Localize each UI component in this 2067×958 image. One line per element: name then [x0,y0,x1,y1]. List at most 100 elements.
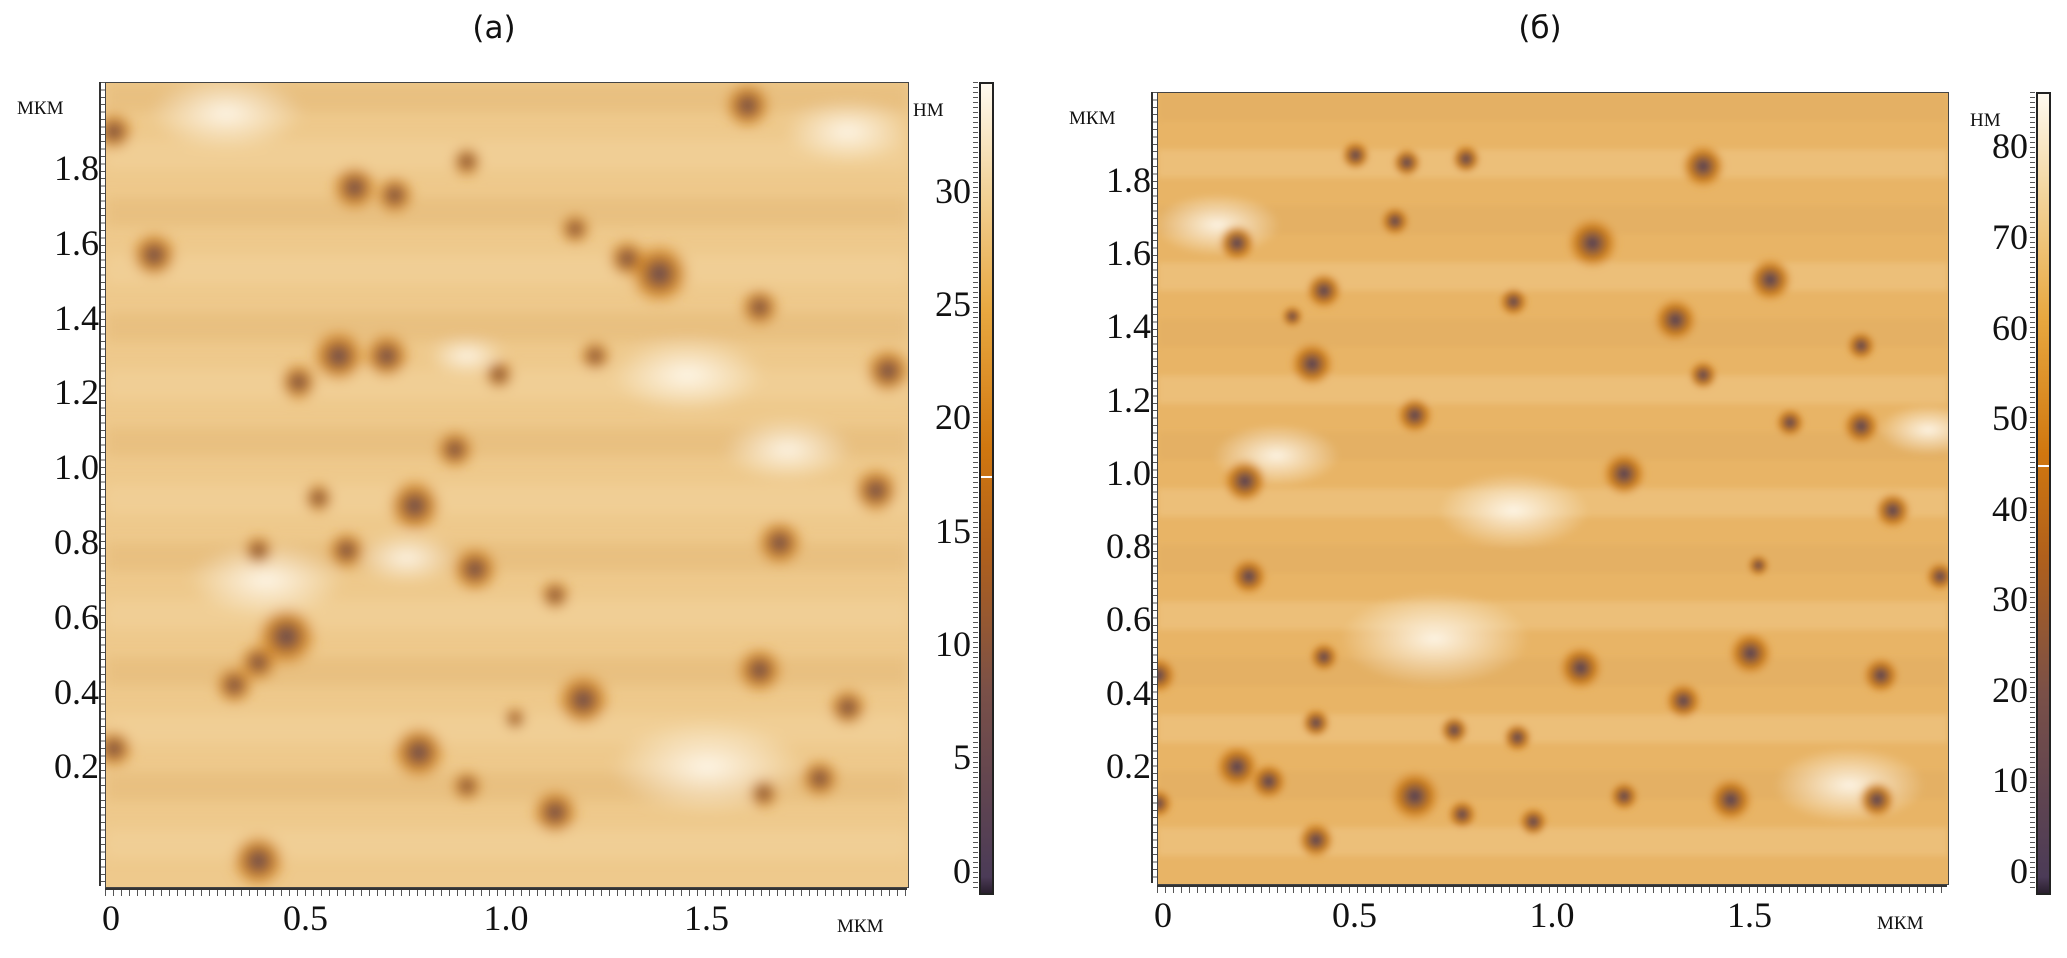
surface-pit [130,230,179,280]
x-axis [1157,885,1947,893]
surface-pit [238,642,279,683]
surface-pit [450,145,483,178]
x-axis [105,888,907,896]
surface-pit [1229,556,1269,597]
colorbar-tick-label: 70 [1992,216,2028,257]
surface-pit [531,788,580,837]
height-peak [355,532,459,584]
height-peak [189,541,344,619]
surface-pit [362,331,411,381]
surface-pit [723,83,772,130]
surface-pit [1446,798,1478,831]
surface-pit [1651,296,1700,344]
colorbar-tick-label: 60 [1992,307,2028,348]
surface-pit [482,358,516,391]
surface-pit [326,530,367,571]
surface-pit [1158,787,1174,820]
surface-pit [1288,340,1336,388]
y-tick-label: 1.6 [1106,233,1151,274]
panel-title: (б) [1518,10,1562,46]
x-tick-label: 0 [102,898,120,938]
colorbar-tick-label: 10 [1992,760,2028,801]
scan-band [1158,375,1948,404]
surface-pit [1213,743,1261,791]
y-tick-label: 0.6 [54,596,99,637]
height-peak [1339,591,1530,687]
colorbar-tick-label: 30 [1992,579,2028,620]
surface-pit [1663,681,1704,721]
y-tick-label: 0.4 [54,671,99,712]
surface-pit [1841,406,1881,446]
surface-pit [1517,805,1550,838]
topography-map [105,82,909,888]
surface-pit [1387,768,1443,824]
height-peak [610,336,765,414]
surface-pit [302,482,335,515]
surface-pit [1774,406,1806,439]
surface-pit [1679,142,1727,190]
surface-pit [1872,490,1913,531]
colorbar-tick-label: 5 [953,737,971,778]
height-peak [1877,404,1948,456]
y-axis-unit: мкм [1069,100,1116,130]
scan-band [106,255,908,284]
x-tick-label: 1.5 [1727,895,1772,935]
surface-pit [1438,714,1471,746]
scan-band [1158,206,1948,235]
surface-pit [1687,359,1719,391]
surface-pit [230,832,287,887]
surface-pit [1746,256,1794,304]
surface-pit [1296,820,1336,860]
scan-band [1158,545,1948,574]
scan-band [106,829,908,859]
scan-band [106,312,908,342]
surface-pit [106,728,135,769]
scan-band [1158,149,1948,178]
height-peak [1773,747,1926,824]
height-peak [723,417,852,482]
y-tick-label: 1.0 [54,447,99,488]
height-peak [149,83,304,152]
colorbar [2036,92,2051,895]
surface-pit [739,287,780,328]
colorbar-tick-label: 0 [953,850,971,891]
y-tick-label: 0.8 [1106,526,1151,567]
surface-pit [1221,457,1269,505]
scan-band [1158,601,1948,630]
surface-pit [390,724,447,781]
scan-band [1158,319,1948,348]
y-tick-label: 1.4 [54,297,99,338]
y-tick-label: 1.8 [1106,159,1151,200]
colorbar-tick-label: 20 [1992,669,2028,710]
surface-pit [555,671,612,729]
surface-pit [1391,146,1423,179]
surface-pit [330,163,379,212]
surface-pit [450,545,499,594]
colorbar-ticks [973,82,978,891]
y-tick-label: 0.2 [54,746,99,787]
surface-pit [755,518,804,568]
surface-pit [1280,304,1305,329]
surface-pit [1608,780,1640,812]
colorbar-tick-label: 80 [1992,126,2028,167]
surface-pit [386,477,443,534]
surface-pit [1339,139,1372,172]
y-tick-label: 0.4 [1106,672,1151,713]
colorbar [979,82,994,895]
colorbar-unit: нм [913,92,944,122]
surface-pit [1395,395,1435,436]
surface-pit [1707,776,1755,824]
scan-band [1158,262,1948,291]
y-tick-label: 1.0 [1106,452,1151,493]
surface-pit [1924,560,1948,593]
colorbar-unit: нм [1970,102,2001,132]
surface-pit [278,362,319,403]
y-tick-label: 1.2 [1106,379,1151,420]
surface-pit [747,777,780,810]
x-tick-label: 1.0 [483,898,529,938]
scan-band [1158,658,1948,687]
x-tick-label: 1.0 [1529,895,1575,935]
colorbar-marker [981,476,992,479]
surface-pit [559,212,592,245]
surface-pit [539,579,572,612]
